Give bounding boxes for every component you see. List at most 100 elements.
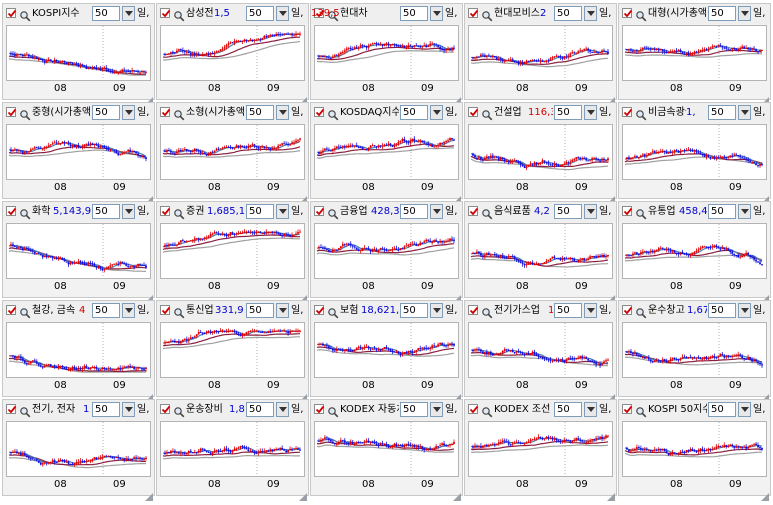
- resize-grip-icon[interactable]: [299, 189, 307, 204]
- period-label[interactable]: 일,: [753, 206, 766, 217]
- count-input[interactable]: 50: [400, 402, 428, 417]
- checkbox[interactable]: [468, 107, 479, 117]
- chart-panel[interactable]: 건설업 116,350 일, 08 09: [464, 102, 617, 204]
- dropdown-button[interactable]: [584, 6, 597, 21]
- dropdown-button[interactable]: [276, 6, 289, 21]
- dropdown-button[interactable]: [584, 105, 597, 120]
- period-label[interactable]: 일,: [291, 305, 304, 316]
- period-label[interactable]: 일,: [753, 404, 766, 415]
- checkbox[interactable]: [160, 8, 171, 18]
- chart-panel[interactable]: KOSPI지수 50 일, 08 09: [2, 3, 155, 105]
- period-label[interactable]: 일,: [599, 305, 612, 316]
- checkbox[interactable]: [314, 404, 325, 414]
- period-label[interactable]: 일,: [291, 206, 304, 217]
- resize-grip-icon[interactable]: [761, 90, 769, 105]
- chart-panel[interactable]: 화학 5,143,9 50 일, 08 09: [2, 201, 155, 303]
- resize-grip-icon[interactable]: [145, 387, 153, 402]
- count-input[interactable]: 50: [400, 303, 428, 318]
- checkbox[interactable]: [314, 107, 325, 117]
- dropdown-button[interactable]: [122, 105, 135, 120]
- mini-chart[interactable]: [160, 223, 305, 279]
- count-input[interactable]: 50: [92, 6, 120, 21]
- search-icon[interactable]: [173, 7, 185, 22]
- search-icon[interactable]: [481, 7, 493, 22]
- search-icon[interactable]: [481, 205, 493, 220]
- mini-chart[interactable]: [160, 124, 305, 180]
- resize-grip-icon[interactable]: [453, 486, 461, 501]
- period-label[interactable]: 일,: [753, 8, 766, 19]
- mini-chart[interactable]: [314, 322, 459, 378]
- dropdown-button[interactable]: [276, 204, 289, 219]
- mini-chart[interactable]: [160, 25, 305, 81]
- resize-grip-icon[interactable]: [761, 387, 769, 402]
- period-label[interactable]: 일,: [445, 305, 458, 316]
- period-label[interactable]: 일,: [599, 404, 612, 415]
- mini-chart[interactable]: [468, 223, 613, 279]
- dropdown-button[interactable]: [738, 303, 751, 318]
- checkbox[interactable]: [160, 404, 171, 414]
- search-icon[interactable]: [19, 304, 31, 319]
- resize-grip-icon[interactable]: [145, 486, 153, 501]
- search-icon[interactable]: [635, 403, 647, 418]
- dropdown-button[interactable]: [738, 6, 751, 21]
- mini-chart[interactable]: [468, 124, 613, 180]
- resize-grip-icon[interactable]: [761, 486, 769, 501]
- dropdown-button[interactable]: [276, 303, 289, 318]
- count-input[interactable]: 50: [246, 105, 274, 120]
- checkbox[interactable]: [6, 305, 17, 315]
- dropdown-button[interactable]: [430, 303, 443, 318]
- mini-chart[interactable]: [6, 322, 151, 378]
- dropdown-button[interactable]: [430, 402, 443, 417]
- resize-grip-icon[interactable]: [761, 189, 769, 204]
- dropdown-button[interactable]: [122, 204, 135, 219]
- resize-grip-icon[interactable]: [299, 486, 307, 501]
- period-label[interactable]: 일,: [599, 8, 612, 19]
- dropdown-button[interactable]: [738, 402, 751, 417]
- count-input[interactable]: 50: [92, 105, 120, 120]
- mini-chart[interactable]: [622, 223, 767, 279]
- search-icon[interactable]: [635, 205, 647, 220]
- checkbox[interactable]: [160, 206, 171, 216]
- search-icon[interactable]: [173, 304, 185, 319]
- checkbox[interactable]: [6, 8, 17, 18]
- chart-panel[interactable]: 소형(시가총액 50 일, 08 09: [156, 102, 309, 204]
- resize-grip-icon[interactable]: [299, 387, 307, 402]
- count-input[interactable]: 50: [92, 204, 120, 219]
- mini-chart[interactable]: [622, 25, 767, 81]
- count-input[interactable]: 50: [246, 402, 274, 417]
- count-input[interactable]: 50: [708, 105, 736, 120]
- mini-chart[interactable]: [622, 124, 767, 180]
- count-input[interactable]: 50: [708, 402, 736, 417]
- search-icon[interactable]: [327, 403, 339, 418]
- checkbox[interactable]: [314, 305, 325, 315]
- chart-panel[interactable]: 유통업 458,4 50 일, 08 09: [618, 201, 771, 303]
- resize-grip-icon[interactable]: [607, 486, 615, 501]
- chart-panel[interactable]: KODEX 자동차 50 일, 08 09: [310, 399, 463, 501]
- period-label[interactable]: 일,: [291, 404, 304, 415]
- mini-chart[interactable]: [6, 421, 151, 477]
- count-input[interactable]: 50: [708, 204, 736, 219]
- resize-grip-icon[interactable]: [145, 90, 153, 105]
- mini-chart[interactable]: [6, 124, 151, 180]
- search-icon[interactable]: [19, 403, 31, 418]
- count-input[interactable]: 50: [554, 105, 582, 120]
- chart-panel[interactable]: 삼성전자1,5 50 일, 08 09: [156, 3, 309, 105]
- mini-chart[interactable]: [160, 322, 305, 378]
- search-icon[interactable]: [173, 106, 185, 121]
- search-icon[interactable]: [481, 106, 493, 121]
- search-icon[interactable]: [327, 7, 339, 22]
- period-label[interactable]: 일,: [753, 107, 766, 118]
- checkbox[interactable]: [622, 404, 633, 414]
- dropdown-button[interactable]: [122, 6, 135, 21]
- search-icon[interactable]: [19, 7, 31, 22]
- resize-grip-icon[interactable]: [607, 90, 615, 105]
- search-icon[interactable]: [173, 403, 185, 418]
- resize-grip-icon[interactable]: [607, 189, 615, 204]
- count-input[interactable]: 50: [400, 6, 428, 21]
- resize-grip-icon[interactable]: [453, 189, 461, 204]
- chart-panel[interactable]: 전기가스업 1 50 일, 08 09: [464, 300, 617, 402]
- chart-panel[interactable]: 증권 1,685,1 50 일, 08 09: [156, 201, 309, 303]
- checkbox[interactable]: [468, 206, 479, 216]
- mini-chart[interactable]: [468, 421, 613, 477]
- dropdown-button[interactable]: [584, 303, 597, 318]
